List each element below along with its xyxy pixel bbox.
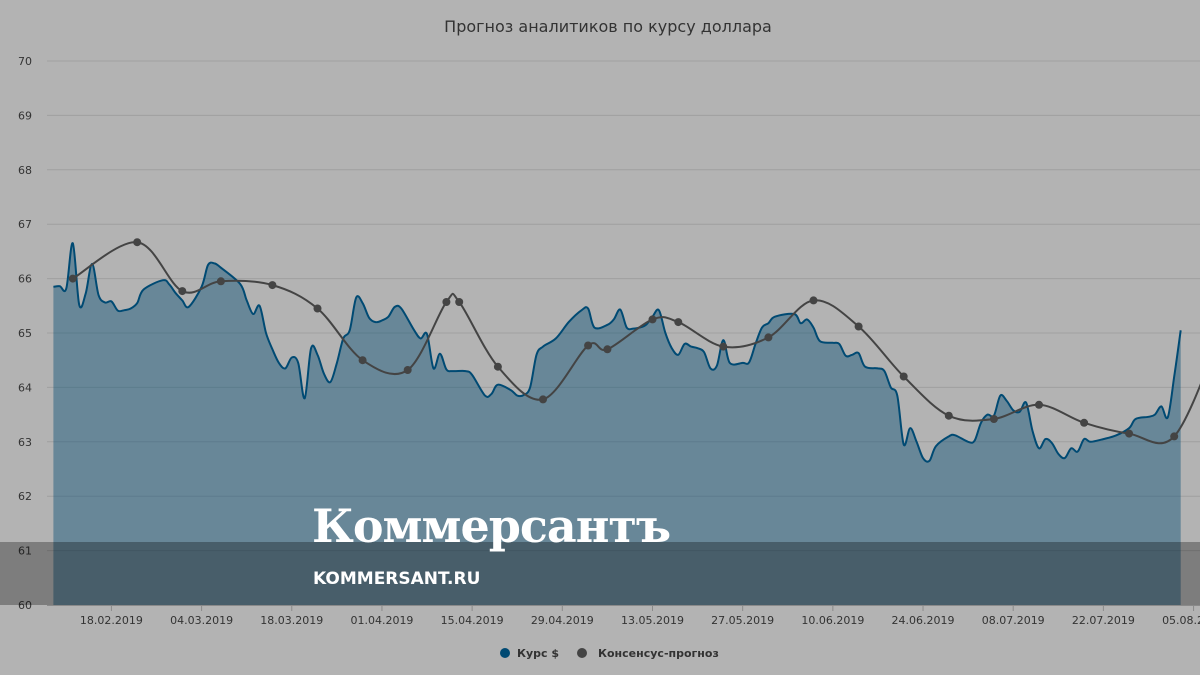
legend: Курс $ Консенсус-прогноз bbox=[500, 647, 719, 660]
consensus-point[interactable] bbox=[68, 274, 77, 283]
consensus-point[interactable] bbox=[313, 304, 322, 313]
chart-title: Прогноз аналитиков по курсу доллара bbox=[444, 17, 772, 36]
y-tick-label-67: 67 bbox=[18, 218, 32, 231]
x-tick-label: 15.04.2019 bbox=[441, 614, 504, 627]
consensus-point[interactable] bbox=[1170, 432, 1179, 441]
x-axis: 18.02.2019 04.03.2019 18.03.2019 01.04.2019… bbox=[47, 605, 1200, 627]
consensus-point[interactable] bbox=[539, 395, 547, 404]
gridlines bbox=[47, 60, 1200, 552]
consensus-point[interactable] bbox=[1035, 400, 1043, 409]
series-line-group bbox=[68, 238, 1200, 445]
watermark: Коммерсантъ KOMMERSANT.RU bbox=[0, 499, 1200, 605]
watermark-url: KOMMERSANT.RU bbox=[313, 569, 480, 589]
y-tick-label-69: 69 bbox=[18, 109, 32, 122]
x-tick-label: 18.03.2019 bbox=[260, 614, 323, 627]
legend-item-usd-rate[interactable]: Курс $ bbox=[500, 647, 559, 660]
x-tick-label: 04.03.2019 bbox=[170, 614, 233, 627]
consensus-point[interactable] bbox=[442, 298, 451, 306]
x-tick-label: 10.06.2019 bbox=[801, 614, 864, 627]
y-tick-label-61: 61 bbox=[18, 545, 32, 558]
watermark-name: Коммерсантъ bbox=[312, 499, 670, 553]
consensus-point[interactable] bbox=[216, 277, 225, 286]
x-tick-label: 22.07.2019 bbox=[1072, 614, 1135, 627]
consensus-point[interactable] bbox=[674, 318, 683, 327]
watermark-band bbox=[0, 542, 1200, 605]
consensus-point[interactable] bbox=[603, 345, 612, 354]
consensus-point[interactable] bbox=[719, 342, 728, 351]
y-tick-label-62: 62 bbox=[18, 490, 32, 503]
x-tick-label: 24.06.2019 bbox=[892, 614, 955, 627]
consensus-point[interactable] bbox=[648, 315, 657, 324]
consensus-point[interactable] bbox=[455, 298, 464, 306]
y-tick-label-68: 68 bbox=[18, 164, 32, 177]
x-tick-label: 05.08.2019 bbox=[1162, 614, 1200, 627]
y-tick-label-64: 64 bbox=[18, 381, 32, 394]
legend-item-consensus[interactable]: Консенсус-прогноз bbox=[577, 647, 719, 660]
consensus-point[interactable] bbox=[989, 415, 998, 423]
consensus-point[interactable] bbox=[403, 366, 412, 374]
x-tick-label: 13.05.2019 bbox=[621, 614, 684, 627]
legend-label-consensus: Консенсус-прогноз bbox=[598, 647, 719, 660]
y-tick-label-63: 63 bbox=[18, 436, 32, 449]
x-tick-label: 08.07.2019 bbox=[982, 614, 1045, 627]
x-tick-label: 01.04.2019 bbox=[350, 614, 413, 627]
consensus-point[interactable] bbox=[1125, 429, 1134, 438]
consensus-point[interactable] bbox=[809, 296, 818, 305]
series-area-usd-rate bbox=[53, 243, 1181, 605]
consensus-point[interactable] bbox=[358, 356, 367, 365]
legend-label-usd-rate: Курс $ bbox=[517, 647, 559, 660]
y-tick-label-65: 65 bbox=[18, 327, 32, 340]
series-line-consensus bbox=[72, 241, 1200, 445]
consensus-point[interactable] bbox=[1080, 418, 1089, 427]
y-tick-label-60: 60 bbox=[18, 599, 32, 612]
consensus-point[interactable] bbox=[133, 238, 142, 247]
x-tick-label: 18.02.2019 bbox=[80, 614, 143, 627]
consensus-point[interactable] bbox=[944, 411, 953, 420]
legend-marker-usd-rate bbox=[500, 648, 510, 658]
consensus-point[interactable] bbox=[584, 341, 593, 350]
x-tick-label: 27.05.2019 bbox=[711, 614, 774, 627]
y-axis: 60 61 62 63 64 65 66 67 68 69 70 bbox=[18, 55, 32, 612]
consensus-point[interactable] bbox=[899, 372, 908, 381]
y-tick-label-66: 66 bbox=[18, 273, 32, 286]
consensus-point[interactable] bbox=[764, 333, 773, 342]
x-tick-label: 29.04.2019 bbox=[531, 614, 594, 627]
consensus-point[interactable] bbox=[178, 287, 187, 296]
consensus-point[interactable] bbox=[854, 322, 863, 331]
legend-marker-consensus bbox=[577, 648, 587, 658]
consensus-point[interactable] bbox=[268, 281, 277, 290]
y-tick-label-70: 70 bbox=[18, 55, 32, 68]
consensus-point[interactable] bbox=[493, 362, 502, 371]
